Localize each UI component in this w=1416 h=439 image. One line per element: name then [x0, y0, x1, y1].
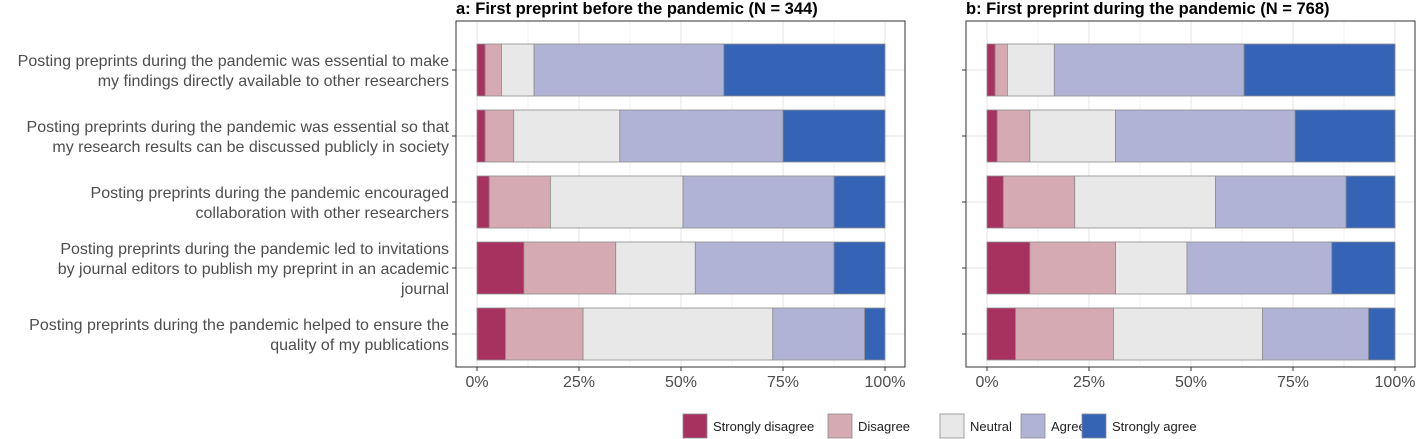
legend-swatch [682, 413, 708, 439]
bar-segment [484, 109, 515, 163]
category-label-line: by journal editors to publish my preprin… [58, 261, 449, 278]
x-tick-label: 25% [1073, 374, 1105, 391]
bar-segment [523, 241, 617, 295]
x-tick-label: 0% [975, 374, 998, 391]
bar-segment [615, 241, 696, 295]
bar-segment [1029, 109, 1116, 163]
x-tick-label: 0% [465, 374, 488, 391]
bar-segment [476, 241, 525, 295]
bar-segment [1262, 307, 1369, 361]
bar-segment [782, 109, 886, 163]
legend-swatch [827, 413, 853, 439]
x-tick-label: 75% [767, 374, 799, 391]
bar-segment [986, 307, 1016, 361]
category-label: Posting preprints during the pandemic wa… [27, 119, 450, 156]
bar-segment [582, 307, 774, 361]
bar-segment [1368, 307, 1396, 361]
category-label-line: Posting preprints during the pandemic en… [91, 185, 449, 202]
bar-segment [505, 307, 584, 361]
legend-swatch [1081, 413, 1107, 439]
bar-segment [550, 175, 684, 229]
bar-segment [833, 241, 886, 295]
bar-segment [501, 43, 535, 97]
bar-segment [1113, 307, 1263, 361]
bar-segment [986, 43, 996, 97]
category-label-line: my findings directly available to other … [98, 73, 449, 90]
bar-segment [772, 307, 865, 361]
bar-segment [996, 109, 1031, 163]
panel-title: b: First preprint during the pandemic (N… [966, 0, 1330, 18]
legend-label: Strongly agree [1112, 419, 1197, 434]
bar-segment [1115, 241, 1188, 295]
bar-segment [833, 175, 886, 229]
legend-label: Neutral [970, 419, 1012, 434]
legend-label: Disagree [858, 419, 910, 434]
bar-segment [994, 43, 1008, 97]
bar-segment [1015, 307, 1114, 361]
bar-segment [1007, 43, 1055, 97]
bar-segment [682, 175, 835, 229]
category-label: Posting preprints during the pandemic he… [29, 317, 449, 354]
bar-segment [1029, 241, 1116, 295]
category-label-line: collaboration with other researchers [196, 205, 449, 222]
bar-segment [476, 43, 486, 97]
bar-segment [1345, 175, 1396, 229]
legend-label: Agree [1051, 419, 1086, 434]
legend-label: Strongly disagree [713, 419, 814, 434]
category-label-line: Posting preprints during the pandemic wa… [18, 53, 449, 70]
bar-segment [986, 109, 998, 163]
legend-swatch [939, 413, 965, 439]
bar-segment [1215, 175, 1347, 229]
bar-segment [476, 109, 486, 163]
bar-segment [1002, 175, 1076, 229]
bar-segment [723, 43, 886, 97]
bar-segment [986, 175, 1004, 229]
category-label: Posting preprints during the pandemic wa… [18, 53, 449, 90]
bar-segment [476, 307, 506, 361]
legend: Strongly disagree Disagree Neutral Agree Str… [682, 413, 1197, 439]
category-label-line: my research results can be discussed pub… [52, 139, 449, 156]
bar-segment [476, 175, 490, 229]
x-tick-label: 50% [665, 374, 697, 391]
legend-swatch [1020, 413, 1046, 439]
x-tick-label: 100% [865, 374, 906, 391]
x-tick-label: 50% [1175, 374, 1207, 391]
x-tick-label: 25% [563, 374, 595, 391]
bar-segment [1294, 109, 1396, 163]
category-label: Posting preprints during the pandemic en… [91, 185, 449, 222]
category-label-line: Posting preprints during the pandemic he… [29, 317, 449, 334]
category-label-line: quality of my publications [270, 337, 449, 354]
bar-segment [1115, 109, 1296, 163]
bar-segment [1186, 241, 1333, 295]
bar-segment [986, 241, 1031, 295]
panel-a: 0% 25% 50% 75% 100% a: First preprint before … [452, 0, 906, 391]
panel-title: a: First preprint before the pandemic (N… [456, 0, 818, 18]
category-label-line: Posting preprints during the pandemic le… [60, 241, 449, 258]
panel-b: 0% 25% 50% 75% 100% b: First preprint during … [962, 0, 1416, 391]
category-label-line: journal [400, 281, 449, 298]
bar-segment [484, 43, 502, 97]
bar-segment [619, 109, 784, 163]
x-tick-label: 75% [1277, 374, 1309, 391]
category-label-line: Posting preprints during the pandemic wa… [27, 119, 450, 136]
x-tick-label: 100% [1375, 374, 1416, 391]
bar-segment [1074, 175, 1216, 229]
bar-segment [694, 241, 835, 295]
bar-segment [864, 307, 886, 361]
bar-segment [1053, 43, 1245, 97]
bar-segment [533, 43, 725, 97]
category-label: Posting preprints during the pandemic le… [58, 241, 449, 298]
bar-segment [1243, 43, 1396, 97]
bar-segment [488, 175, 551, 229]
bar-segment [1331, 241, 1396, 295]
bar-segment [513, 109, 621, 163]
